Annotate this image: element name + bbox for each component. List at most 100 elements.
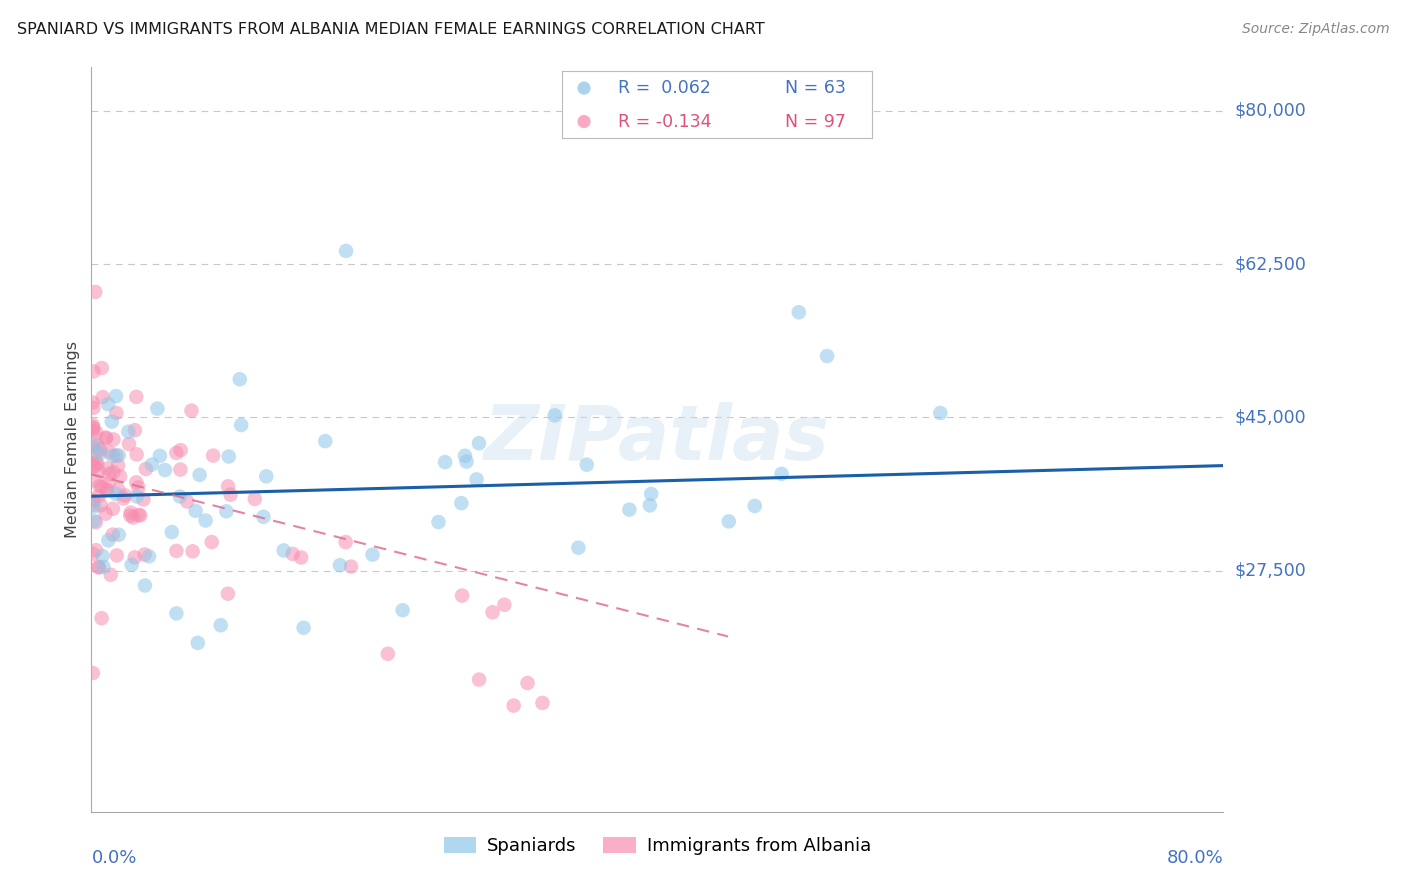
Point [254,469,277,483]
Point [717,515,740,529]
Point [82,424,104,438]
Point [135,462,157,476]
Point [273,543,295,558]
Point [84,285,107,299]
Legend: Spaniards, Immigrants from Albania: Spaniards, Immigrants from Albania [436,830,879,863]
Point [82,421,104,435]
Point [340,559,363,574]
Point [91,390,114,404]
Point [744,499,766,513]
Point [87,559,110,574]
Point [84,474,107,488]
Point [105,449,128,463]
Point [217,479,239,493]
Point [89,479,111,493]
Point [90,361,112,376]
Point [160,524,183,539]
Point [567,541,589,555]
Point [450,496,472,510]
Point [165,607,187,621]
Point [82,665,104,680]
Point [127,480,149,494]
Point [87,464,110,478]
Point [114,488,136,502]
Point [82,417,104,432]
Text: $45,000: $45,000 [1234,409,1306,426]
Point [91,549,114,563]
Point [252,509,274,524]
Point [494,598,516,612]
Point [329,558,352,573]
Point [98,445,121,459]
Point [815,349,838,363]
Point [82,460,104,475]
Point [82,395,104,409]
Text: N = 97: N = 97 [785,112,846,130]
Point [502,698,524,713]
Text: Source: ZipAtlas.com: Source: ZipAtlas.com [1241,22,1389,37]
Point [82,498,104,512]
Point [434,455,457,469]
Point [187,636,209,650]
Point [86,438,108,452]
Point [104,389,127,403]
Point [125,447,148,461]
Point [219,487,242,501]
Text: 80.0%: 80.0% [1167,849,1223,867]
Point [217,587,239,601]
Point [572,81,595,95]
Point [118,437,141,451]
Point [87,489,110,503]
Point [243,491,266,506]
Point [427,515,450,529]
Point [184,504,207,518]
Point [314,434,336,449]
Point [544,409,567,423]
Point [101,415,124,429]
Point [96,483,118,497]
Point [105,406,128,420]
Point [101,501,124,516]
Point [202,449,225,463]
Point [125,475,148,490]
Point [215,504,238,518]
Point [188,467,211,482]
Text: SPANIARD VS IMMIGRANTS FROM ALBANIA MEDIAN FEMALE EARNINGS CORRELATION CHART: SPANIARD VS IMMIGRANTS FROM ALBANIA MEDI… [17,22,765,37]
Point [146,401,169,416]
Point [132,492,155,507]
Point [125,390,148,404]
Point [516,676,538,690]
Point [86,425,108,440]
Point [468,673,491,687]
Point [94,430,117,444]
Point [97,533,120,548]
Point [209,618,232,632]
Point [89,446,111,460]
Point [101,449,124,463]
Point [83,500,105,514]
Point [90,498,112,512]
Point [105,549,128,563]
Point [153,463,176,477]
Point [141,458,163,472]
Point [361,548,384,562]
Point [120,506,142,520]
Point [194,513,217,527]
Point [638,499,661,513]
Point [103,433,125,447]
Point [83,439,105,453]
Point [104,487,127,501]
Point [180,403,202,417]
Point [82,439,104,453]
Point [149,449,172,463]
Point [229,372,252,386]
Y-axis label: Median Female Earnings: Median Female Earnings [65,341,80,538]
Point [454,449,477,463]
Point [90,611,112,625]
Point [98,475,121,490]
Point [84,515,107,529]
Text: $62,500: $62,500 [1234,255,1306,273]
Point [165,446,187,460]
Point [117,425,139,439]
Point [98,467,121,482]
